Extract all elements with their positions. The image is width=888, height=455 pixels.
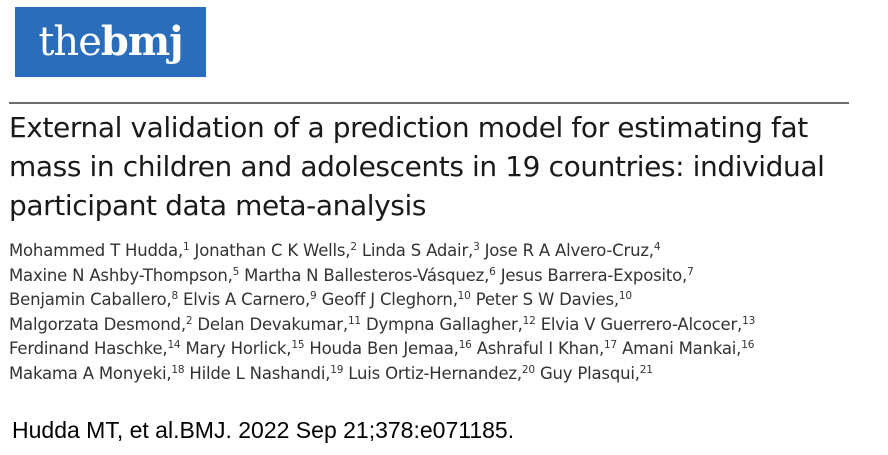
affiliation-number: 21	[639, 363, 653, 376]
affiliation-number: 6	[489, 265, 496, 278]
author-name-text: Elvia V Guerrero-Alcocer,	[540, 314, 743, 334]
author-name: Elvis A Carnero,9	[183, 290, 317, 309]
author-name-text: Guy Plasqui,	[539, 363, 640, 383]
affiliation-number: 2	[185, 314, 193, 327]
author-name: Geoff J Cleghorn,10	[322, 290, 471, 309]
affiliation-number: 1	[183, 241, 190, 253]
affiliation-number: 5	[232, 265, 240, 278]
author-name-text: Geoff J Cleghorn,	[321, 290, 458, 309]
author-name: Jose R A Alvero-Cruz,4	[485, 241, 661, 260]
affiliation-number: 16	[458, 339, 472, 351]
author-line: Ferdinand Haschke,14 Mary Horlick,15 Hou…	[9, 337, 869, 362]
author-name-text: Elvis A Carnero,	[183, 290, 311, 309]
author-name: Houda Ben Jemaa,16	[309, 339, 471, 358]
author-name: Delan Devakumar,11	[197, 314, 361, 334]
author-name: Martha N Ballesteros-Vásquez,6	[244, 265, 496, 285]
author-name-text: Jose R A Alvero-Cruz,	[484, 241, 654, 260]
author-line: Makama A Monyeki,18 Hilde L Nashandi,19 …	[9, 362, 869, 387]
author-name: Linda S Adair,3	[362, 241, 480, 260]
affiliation-number: 12	[522, 314, 536, 327]
author-name: Amani Mankai,16	[622, 339, 754, 358]
article-title: External validation of a prediction mode…	[9, 111, 825, 222]
author-name: Jesus Barrera-Exposito,7	[501, 266, 694, 285]
affiliation-number: 10	[457, 290, 471, 302]
affiliation-number: 4	[653, 241, 661, 253]
author-name-text: Hilde L Nashandi,	[189, 363, 331, 383]
affiliation-number: 19	[330, 363, 344, 376]
bmj-logo: the bmj	[15, 7, 206, 77]
citation-text: Hudda MT, et al.BMJ. 2022 Sep 21;378:e07…	[12, 414, 882, 446]
author-name-text: Ashraful I Khan,	[476, 339, 605, 358]
author-name-text: Amani Mankai,	[622, 339, 742, 358]
author-line: Maxine N Ashby-Thompson,5 Martha N Balle…	[9, 264, 869, 289]
title-divider	[9, 102, 849, 104]
author-name-text: Delan Devakumar,	[197, 314, 348, 334]
author-name-text: Malgorzata Desmond,	[9, 314, 186, 334]
author-name: Guy Plasqui,21	[540, 364, 653, 383]
affiliation-number: 2	[350, 241, 357, 253]
affiliation-number: 9	[310, 290, 317, 302]
author-name: Hilde L Nashandi,19	[189, 364, 343, 383]
author-name-text: Martha N Ballesteros-Vásquez,	[244, 265, 490, 285]
author-name: Elvia V Guerrero-Alcocer,13	[540, 314, 756, 334]
author-name: Maxine N Ashby-Thompson,5	[9, 266, 239, 285]
affiliation-number: 15	[291, 339, 305, 351]
author-name-text: Linda S Adair,	[361, 241, 474, 260]
affiliation-number: 7	[687, 265, 694, 278]
author-list: Mohammed T Hudda,1 Jonathan C K Wells,2 …	[9, 239, 869, 403]
author-name-text: Jesus Barrera-Exposito,	[500, 265, 688, 285]
author-name-text: Dympna Gallagher,	[365, 314, 523, 334]
affiliation-number: 18	[171, 363, 185, 376]
affiliation-number: 17	[604, 339, 618, 351]
affiliation-number: 14	[167, 339, 181, 351]
author-name: Dympna Gallagher,12	[366, 315, 536, 334]
logo-text-bmj: bmj	[100, 18, 184, 65]
author-line: Benjamin Caballero,8 Elvis A Carnero,9 G…	[9, 288, 869, 313]
author-name: Peter S W Davies,10	[476, 290, 632, 309]
author-name: Makama A Monyeki,18	[9, 363, 185, 383]
affiliation-number: 3	[473, 241, 480, 253]
author-name: Mohammed T Hudda,1	[9, 241, 190, 260]
author-name: Malgorzata Desmond,2	[9, 314, 193, 334]
affiliation-number: 13	[742, 314, 756, 327]
author-name-text: Peter S W Davies,	[475, 290, 619, 309]
affiliation-number: 11	[347, 314, 361, 327]
author-name: Luis Ortiz-Hernandez,20	[348, 364, 535, 383]
author-name-text: Houda Ben Jemaa,	[309, 339, 459, 358]
author-name-text: Mary Horlick,	[185, 339, 292, 358]
affiliation-number: 20	[521, 363, 535, 376]
author-name-text: Maxine N Ashby-Thompson,	[9, 265, 233, 285]
affiliation-number: 10	[618, 290, 632, 302]
author-name-text: Makama A Monyeki,	[9, 363, 172, 383]
author-name: Jonathan C K Wells,2	[194, 241, 358, 260]
affiliation-number: 16	[741, 339, 755, 351]
author-name: Benjamin Caballero,8	[9, 290, 178, 309]
author-name-text: Jonathan C K Wells,	[194, 241, 351, 260]
logo-text-the: the	[38, 19, 102, 65]
author-name-text: Mohammed T Hudda,	[9, 241, 184, 260]
author-line: Mohammed T Hudda,1 Jonathan C K Wells,2 …	[9, 239, 869, 264]
author-name: Mary Horlick,15	[185, 339, 304, 358]
author-name: Ferdinand Haschke,14	[9, 339, 181, 358]
author-line: Malgorzata Desmond,2 Delan Devakumar,11 …	[9, 313, 869, 338]
affiliation-number: 8	[171, 290, 178, 302]
author-name-text: Luis Ortiz-Hernandez,	[348, 363, 522, 383]
author-name-text: Benjamin Caballero,	[9, 290, 172, 309]
author-name-text: Ferdinand Haschke,	[9, 339, 168, 358]
author-name: Ashraful I Khan,17	[476, 339, 618, 358]
